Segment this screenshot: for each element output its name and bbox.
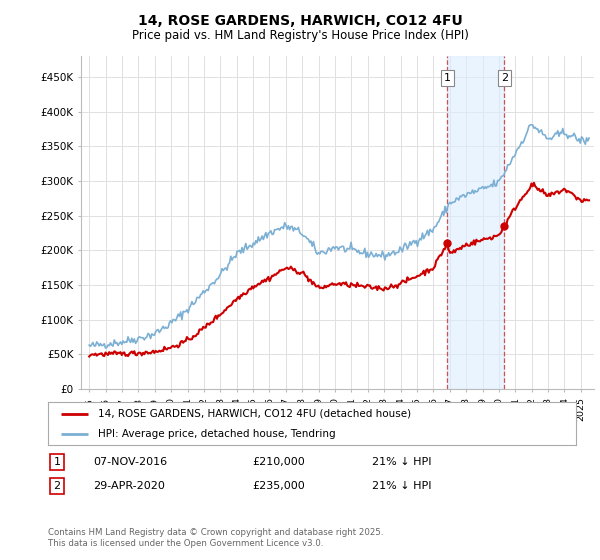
Text: £235,000: £235,000 <box>252 481 305 491</box>
Text: 21% ↓ HPI: 21% ↓ HPI <box>372 481 431 491</box>
Text: 2: 2 <box>501 73 508 83</box>
Text: 21% ↓ HPI: 21% ↓ HPI <box>372 457 431 467</box>
Text: 1: 1 <box>444 73 451 83</box>
Text: HPI: Average price, detached house, Tendring: HPI: Average price, detached house, Tend… <box>98 430 336 439</box>
Text: 2: 2 <box>53 481 61 491</box>
Text: Price paid vs. HM Land Registry's House Price Index (HPI): Price paid vs. HM Land Registry's House … <box>131 29 469 42</box>
Text: £210,000: £210,000 <box>252 457 305 467</box>
Text: 14, ROSE GARDENS, HARWICH, CO12 4FU (detached house): 14, ROSE GARDENS, HARWICH, CO12 4FU (det… <box>98 409 411 419</box>
Text: 14, ROSE GARDENS, HARWICH, CO12 4FU: 14, ROSE GARDENS, HARWICH, CO12 4FU <box>137 14 463 28</box>
Text: Contains HM Land Registry data © Crown copyright and database right 2025.
This d: Contains HM Land Registry data © Crown c… <box>48 528 383 548</box>
Text: 29-APR-2020: 29-APR-2020 <box>93 481 165 491</box>
Text: 07-NOV-2016: 07-NOV-2016 <box>93 457 167 467</box>
Text: 1: 1 <box>53 457 61 467</box>
Bar <box>448 56 505 389</box>
